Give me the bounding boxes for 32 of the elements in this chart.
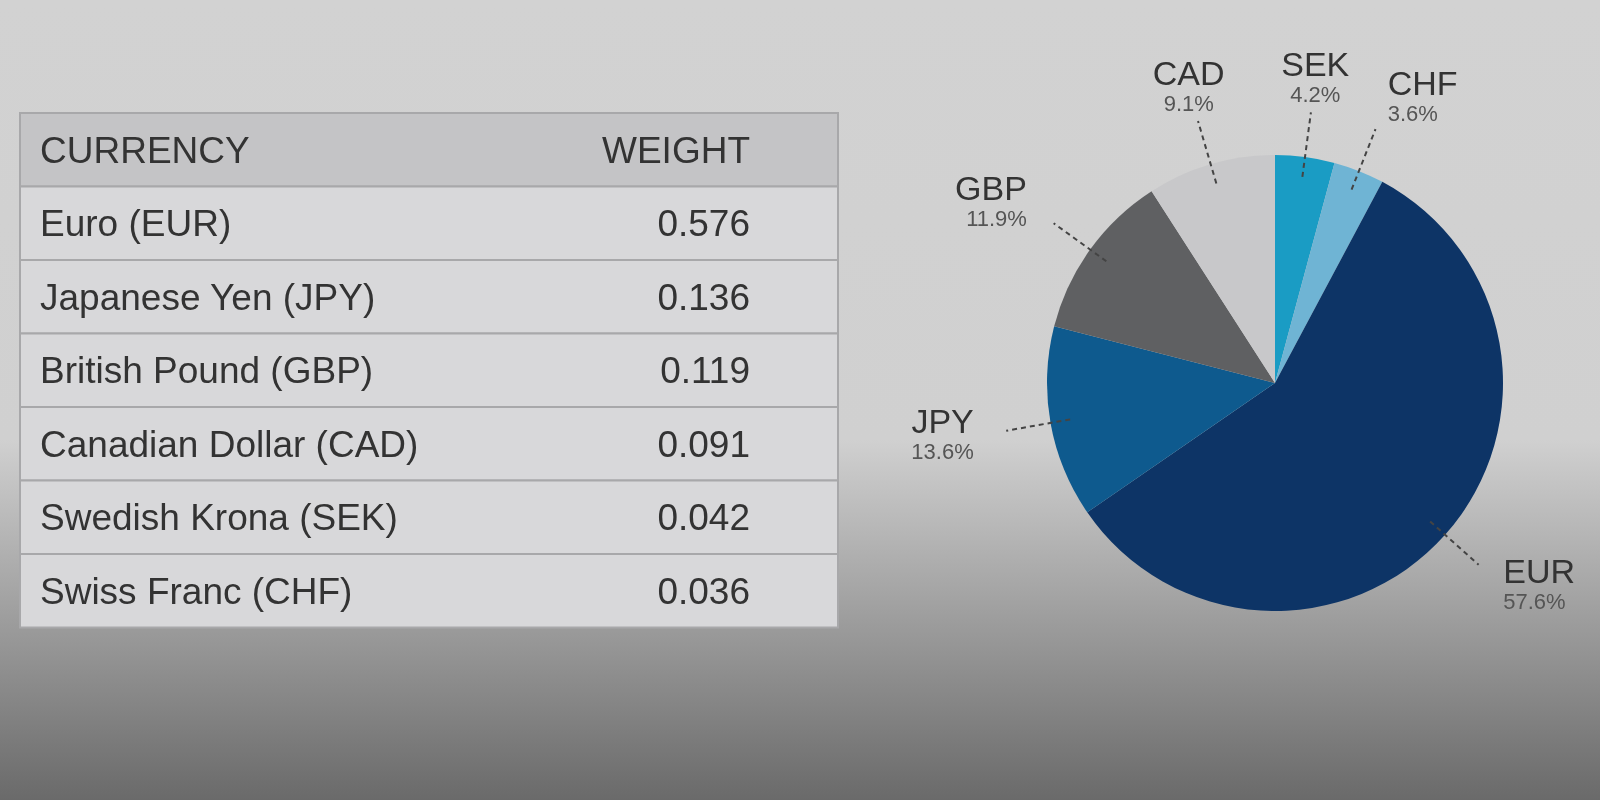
text: 0.119 (660, 350, 750, 392)
pie-slice (1054, 191, 1275, 383)
text: Swedish Krona (SEK) (40, 497, 398, 539)
data-label: 3.6% (1387, 100, 1438, 126)
slice-label: GBP (955, 168, 1027, 207)
pie-slice (1151, 155, 1275, 383)
data-label: 57.6% (1503, 588, 1566, 614)
data-label: 9.1% (1163, 91, 1214, 117)
text: CURRENCY (40, 129, 250, 171)
slice-label: EUR (1503, 551, 1576, 590)
pie-slice (1275, 155, 1335, 383)
text: 0.576 (657, 203, 750, 245)
slice-label: CHF (1387, 63, 1458, 102)
text: British Pound (GBP) (40, 350, 374, 392)
text: 0.091 (657, 423, 750, 465)
slice-label: SEK (1281, 44, 1350, 83)
text: Canadian Dollar (CAD) (40, 423, 419, 465)
text: 0.036 (657, 570, 750, 612)
text: Euro (EUR) (40, 203, 232, 245)
pie-slice (1047, 326, 1275, 513)
pie-slice (1087, 181, 1503, 611)
data-label: 4.2% (1290, 81, 1341, 107)
text: 0.042 (657, 497, 750, 539)
data-label: 13.6% (911, 438, 974, 464)
text: Japanese Yen (JPY) (40, 276, 376, 318)
pie-slice (1275, 162, 1383, 383)
slice-label: JPY (911, 401, 974, 440)
slice-label: CAD (1152, 54, 1225, 93)
text: WEIGHT (602, 129, 750, 171)
text: Swiss Franc (CHF) (40, 570, 353, 612)
text: 0.136 (657, 276, 750, 318)
data-label: 11.9% (966, 205, 1027, 231)
